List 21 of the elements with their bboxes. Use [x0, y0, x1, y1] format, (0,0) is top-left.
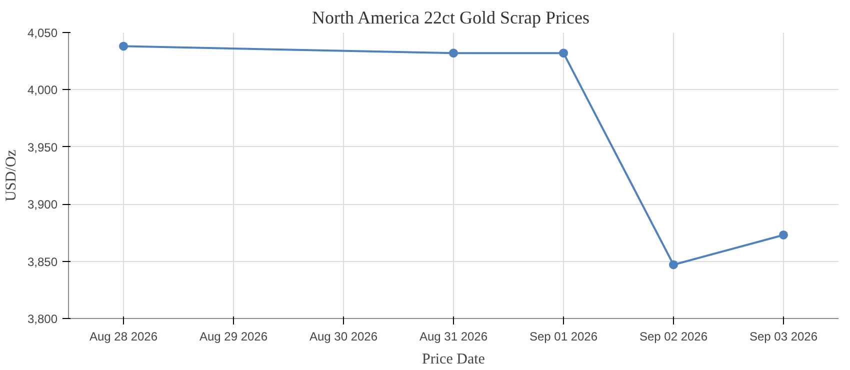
x-tick-label: Aug 29 2026 [199, 330, 268, 344]
y-tick-label: 4,050 [27, 26, 58, 40]
point [119, 42, 128, 51]
x-tick-label: Sep 02 2026 [639, 330, 708, 344]
x-tick-label: Aug 31 2026 [419, 330, 488, 344]
point [559, 48, 568, 58]
x-tick-label: Sep 03 2026 [749, 330, 818, 344]
x-tick-label: Aug 30 2026 [309, 330, 378, 344]
y-axis-title: USD/Oz [3, 149, 20, 202]
y-tick-label: 3,800 [27, 312, 58, 326]
x-tick-label: Sep 01 2026 [529, 330, 598, 344]
point [449, 48, 458, 58]
chart-title: North America 22ct Gold Scrap Prices [312, 8, 590, 28]
x-axis-title: Price Date [422, 352, 486, 368]
y-tick-label: 3,900 [27, 198, 58, 212]
y-tick-label: 3,950 [27, 140, 58, 154]
point [669, 260, 678, 270]
x-tick-label: Aug 28 2026 [89, 330, 158, 344]
y-tick-label: 3,850 [27, 254, 58, 269]
point [779, 230, 788, 240]
y-tick-label: 4,000 [27, 83, 58, 98]
